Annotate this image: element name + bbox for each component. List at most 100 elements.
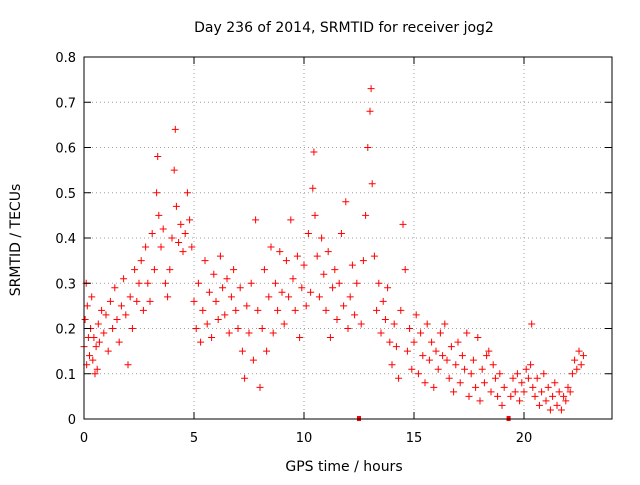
data-point <box>81 315 89 323</box>
data-point <box>247 279 255 287</box>
data-point <box>408 365 416 373</box>
data-point <box>263 347 271 355</box>
data-point <box>150 266 158 274</box>
data-point <box>241 374 249 382</box>
data-point <box>417 329 425 337</box>
data-point <box>406 325 414 332</box>
data-point <box>491 374 499 382</box>
data-point <box>575 347 583 355</box>
data-point <box>441 320 449 328</box>
data-point <box>509 374 517 382</box>
data-point <box>414 370 422 378</box>
data-point <box>562 397 570 405</box>
data-point <box>128 325 136 332</box>
data-point <box>535 401 543 409</box>
data-point <box>117 302 125 310</box>
data-point <box>89 356 97 364</box>
data-point <box>423 320 431 328</box>
data-point <box>375 279 383 287</box>
data-points <box>80 85 587 421</box>
data-point <box>538 388 546 396</box>
data-point <box>566 388 574 396</box>
data-point <box>254 306 262 314</box>
data-point <box>120 275 128 283</box>
data-point <box>243 302 251 310</box>
data-point <box>370 252 378 260</box>
data-point <box>126 293 134 301</box>
data-point <box>232 306 240 314</box>
data-point <box>227 293 235 301</box>
data-point <box>88 293 96 301</box>
data-point <box>397 306 405 314</box>
data-point <box>388 361 396 369</box>
data-point <box>190 297 198 305</box>
data-point <box>379 297 387 305</box>
data-point <box>463 329 471 337</box>
data-point <box>329 284 337 292</box>
data-point <box>296 334 304 342</box>
data-point <box>102 311 110 319</box>
data-point <box>236 284 244 292</box>
data-point <box>86 352 93 360</box>
data-point <box>577 361 585 369</box>
y-tick-label: 0.4 <box>55 232 76 247</box>
data-point <box>399 220 407 228</box>
data-point <box>368 180 376 188</box>
data-point <box>154 153 162 161</box>
data-point <box>93 365 101 373</box>
data-point <box>135 279 143 287</box>
data-point <box>386 338 394 346</box>
data-point <box>90 334 98 342</box>
data-point <box>434 365 442 373</box>
x-tick-label: 5 <box>190 431 198 446</box>
data-point <box>223 275 231 283</box>
data-point <box>144 279 152 287</box>
data-point <box>344 325 352 332</box>
data-point <box>551 379 559 387</box>
data-point <box>489 361 497 369</box>
data-point <box>267 243 275 251</box>
data-point <box>161 279 169 287</box>
data-point <box>179 248 187 256</box>
data-point <box>225 329 233 337</box>
data-point <box>487 388 495 396</box>
data-point <box>542 397 550 405</box>
data-point <box>421 379 429 387</box>
data-point <box>568 370 576 378</box>
data-point <box>98 306 106 314</box>
data-point <box>245 329 253 337</box>
data-point <box>170 166 178 174</box>
data-point <box>366 107 374 115</box>
data-point <box>285 293 293 301</box>
data-point <box>113 315 121 323</box>
data-point <box>452 361 460 369</box>
data-point <box>436 329 444 337</box>
data-point <box>83 302 91 310</box>
data-point <box>124 361 132 369</box>
data-point <box>579 352 587 360</box>
data-point <box>353 279 361 287</box>
data-point <box>549 392 557 400</box>
data-point <box>278 288 286 296</box>
data-point <box>474 334 482 342</box>
data-point <box>443 356 451 364</box>
data-point <box>203 320 211 328</box>
data-point <box>188 243 196 251</box>
data-point <box>524 374 532 382</box>
y-axis-label: SRMTID / TECUs <box>8 184 24 297</box>
data-point <box>410 338 418 346</box>
data-point <box>300 261 308 269</box>
data-point <box>252 216 260 224</box>
data-point <box>106 297 114 305</box>
data-point <box>155 211 163 219</box>
data-point <box>166 266 174 274</box>
data-point <box>333 315 341 323</box>
tick-marks <box>83 56 612 420</box>
data-point <box>377 329 385 337</box>
data-point <box>197 338 205 346</box>
data-point <box>313 252 321 260</box>
data-point <box>528 320 536 328</box>
data-point <box>186 216 194 224</box>
data-point <box>221 311 229 319</box>
